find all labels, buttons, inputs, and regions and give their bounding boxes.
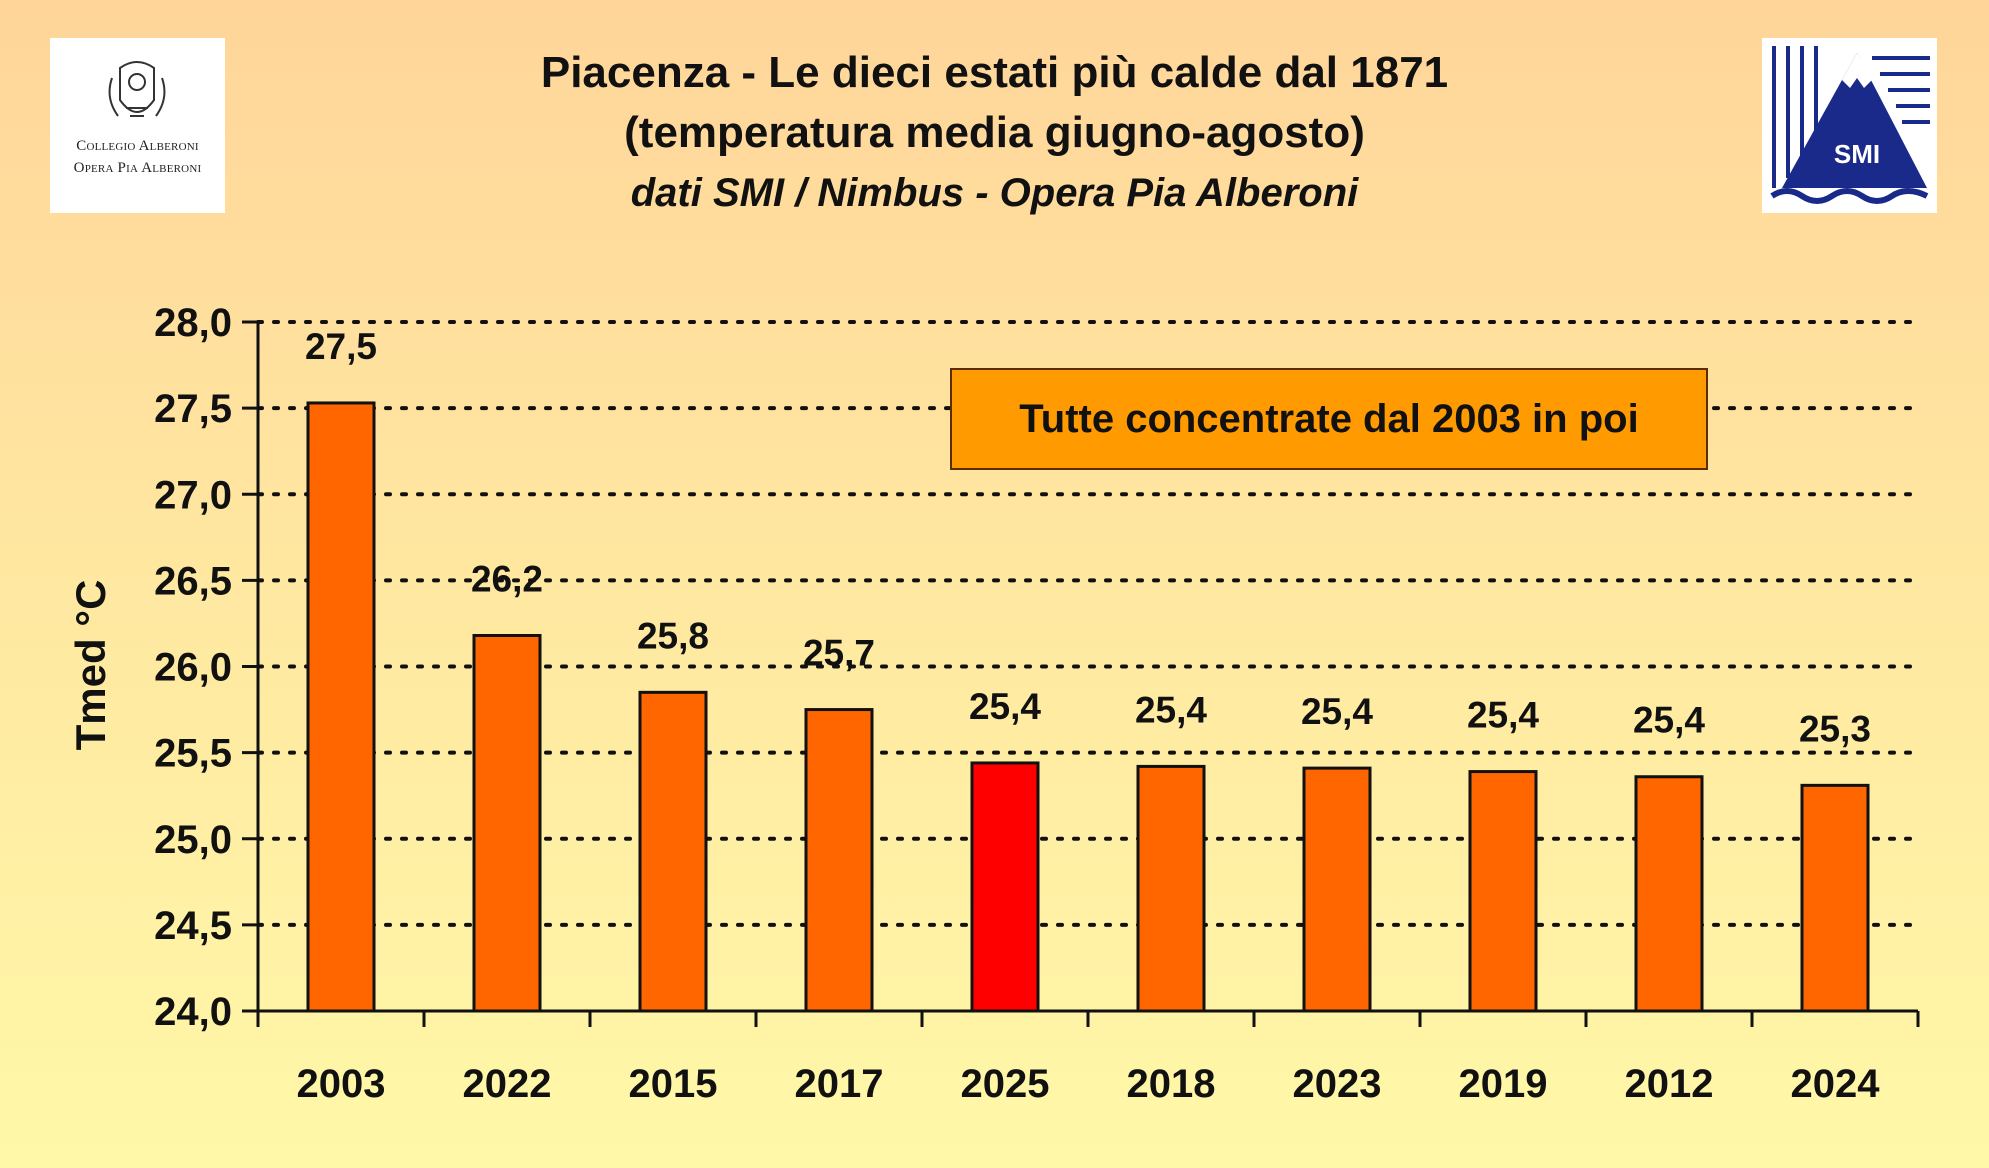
axes (242, 320, 1920, 1027)
bar (1302, 766, 1372, 1013)
data-label: 25,4 (1135, 689, 1207, 730)
x-tick-label: 2012 (1625, 1062, 1714, 1106)
x-tick-label: 2003 (297, 1062, 386, 1106)
bar (638, 690, 708, 1013)
data-label: 26,2 (471, 558, 543, 599)
y-tick-label: 28,0 (154, 301, 232, 345)
data-label: 25,3 (1799, 708, 1871, 749)
bar (1800, 783, 1870, 1013)
data-label: 25,4 (1301, 691, 1373, 732)
collegio-alberoni-logo: Collegio Alberoni Opera Pia Alberoni (50, 38, 225, 213)
bars (306, 401, 1870, 1013)
bar (970, 761, 1040, 1013)
x-tick-label: 2024 (1791, 1062, 1881, 1106)
y-tick-label: 25,0 (154, 818, 232, 862)
chart-subtitle: dati SMI / Nimbus - Opera Pia Alberoni (630, 171, 1359, 215)
y-tick-label: 24,5 (154, 904, 232, 948)
data-label: 25,4 (1633, 700, 1705, 741)
logo-left-line1: Collegio Alberoni (76, 138, 199, 154)
bar (1634, 775, 1704, 1013)
bar (1468, 770, 1538, 1013)
x-tick-label: 2017 (795, 1062, 884, 1106)
y-tick-label: 24,0 (154, 990, 232, 1034)
data-label: 27,5 (305, 326, 377, 367)
smi-logo-text: SMI (1834, 139, 1880, 169)
x-tick-label: 2022 (463, 1062, 552, 1106)
bar (804, 708, 874, 1013)
y-tick-label: 26,0 (154, 646, 232, 690)
data-label: 25,8 (637, 615, 709, 656)
labels: 24,0 24,5 25,0 25,5 26,0 26,5 27,0 27,5 28,0 27,5… (67, 301, 1880, 1106)
logo-left-line2: Opera Pia Alberoni (73, 160, 202, 176)
data-label: 25,7 (803, 633, 875, 674)
x-tick-label: 2025 (961, 1062, 1050, 1106)
chart-title-line1: Piacenza - Le dieci estati più calde dal… (540, 48, 1449, 97)
x-tick-label: 2023 (1293, 1062, 1382, 1106)
smi-logo: SMI (1762, 38, 1937, 213)
bar (472, 633, 542, 1013)
chart-title-line2: (temperatura media giugno-agosto) (624, 108, 1365, 157)
coat-of-arms-icon (108, 61, 166, 117)
mountain-icon: SMI (1770, 46, 1930, 204)
x-tick-label: 2015 (629, 1062, 718, 1106)
y-tick-label: 26,5 (154, 559, 232, 603)
x-tick-label: 2018 (1127, 1062, 1216, 1106)
data-label: 25,4 (969, 686, 1041, 727)
y-tick-label: 25,5 (154, 732, 232, 776)
y-tick-label: 27,0 (154, 473, 232, 517)
data-label: 25,4 (1467, 695, 1539, 736)
annotation-box: Tutte concentrate dal 2003 in poi (950, 368, 1708, 470)
y-tick-label: 27,5 (154, 387, 232, 431)
bar (306, 401, 376, 1013)
bar (1136, 764, 1206, 1013)
y-axis-title: Tmed °C (67, 580, 114, 751)
x-tick-label: 2019 (1459, 1062, 1548, 1106)
